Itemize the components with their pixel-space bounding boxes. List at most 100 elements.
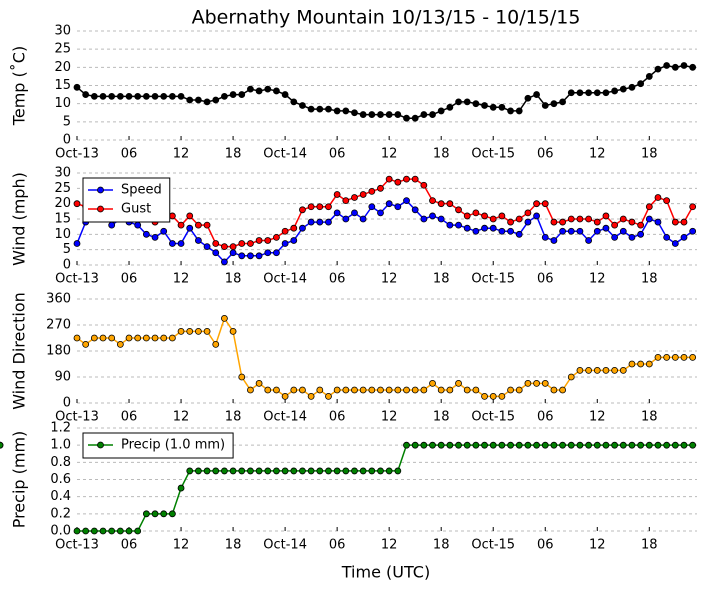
data-point	[611, 221, 619, 229]
data-point	[524, 209, 532, 217]
x-tick-label: Oct-15	[471, 538, 515, 553]
data-point	[186, 212, 194, 220]
x-tick-label: 12	[173, 272, 190, 287]
x-tick-label: 12	[381, 410, 398, 425]
data-point	[533, 379, 540, 387]
data-point	[351, 109, 358, 117]
data-point	[73, 334, 81, 342]
data-point	[273, 87, 280, 95]
data-point	[420, 215, 428, 223]
data-point	[333, 107, 341, 115]
data-point	[186, 96, 194, 104]
data-point	[420, 111, 428, 118]
data-point	[507, 441, 514, 449]
data-point	[437, 200, 445, 208]
data-point	[281, 227, 289, 235]
data-point	[602, 89, 610, 97]
data-point	[142, 230, 150, 238]
data-point	[168, 510, 176, 518]
data-point	[177, 221, 185, 229]
data-point	[550, 237, 558, 244]
x-tick-label: 06	[329, 538, 346, 553]
data-point	[437, 215, 445, 223]
data-point	[498, 227, 506, 235]
data-point	[385, 175, 393, 183]
data-point	[229, 467, 237, 475]
x-tick-label: Oct-13	[55, 272, 99, 287]
data-point	[420, 386, 428, 394]
data-point	[576, 227, 584, 235]
data-point	[299, 224, 306, 232]
data-point	[160, 93, 168, 100]
data-point	[299, 102, 306, 109]
x-tick-label: 18	[225, 272, 242, 287]
data-point	[680, 441, 688, 449]
data-point	[611, 233, 619, 241]
data-point	[151, 334, 159, 342]
data-point	[489, 215, 497, 223]
data-point	[403, 114, 410, 122]
legend: Precip (1.0 mm)	[82, 432, 234, 459]
y-tick-label: 270	[46, 318, 71, 333]
y-tick-label: 15	[54, 78, 71, 93]
data-point	[654, 194, 662, 201]
data-point	[420, 181, 428, 189]
data-point	[359, 467, 367, 475]
data-point	[429, 441, 436, 449]
data-point	[403, 386, 410, 394]
data-point	[498, 392, 506, 400]
y-tick-label: 0.8	[50, 455, 71, 470]
data-point	[403, 175, 410, 183]
data-point	[645, 215, 653, 223]
data-point	[238, 252, 246, 260]
data-point	[411, 206, 419, 214]
data-point	[628, 218, 636, 226]
data-point	[663, 197, 671, 205]
x-tick-label: Oct-14	[263, 410, 307, 425]
legend-marker	[97, 205, 104, 213]
x-tick-label: 18	[641, 272, 658, 287]
data-point	[247, 85, 254, 93]
data-point	[168, 334, 176, 342]
x-tick-label: 06	[537, 147, 554, 162]
data-point	[489, 392, 497, 400]
data-point	[663, 62, 671, 69]
y-tick-label: 0	[63, 258, 71, 273]
data-point	[411, 441, 419, 449]
data-point	[255, 467, 263, 475]
data-point	[515, 107, 523, 115]
data-point	[264, 386, 272, 394]
x-tick-label: Oct-13	[55, 147, 99, 162]
data-point	[229, 327, 237, 335]
data-point	[194, 221, 202, 229]
data-point	[541, 102, 549, 109]
data-point	[229, 91, 237, 98]
data-point	[194, 467, 202, 475]
data-point	[619, 85, 627, 93]
data-point	[212, 96, 220, 104]
data-point	[299, 467, 306, 475]
data-point	[654, 441, 662, 449]
y-tick-label: 5	[63, 242, 71, 257]
data-point	[238, 467, 246, 475]
data-point	[541, 233, 549, 241]
data-point	[264, 85, 272, 93]
data-point	[307, 203, 315, 211]
data-point	[585, 215, 593, 223]
data-point	[125, 527, 133, 535]
x-tick-label: 18	[225, 147, 242, 162]
x-tick-label: Oct-13	[55, 538, 99, 553]
data-point	[325, 467, 332, 475]
data-point	[455, 221, 462, 229]
data-point	[0, 441, 4, 449]
data-point	[550, 386, 558, 394]
data-point	[602, 366, 610, 374]
data-point	[125, 93, 133, 100]
y-tick-label: 0	[63, 133, 71, 148]
chart-title: Abernathy Mountain 10/13/15 - 10/15/15	[192, 7, 581, 29]
data-point	[671, 441, 679, 449]
data-point	[403, 441, 410, 449]
data-point	[394, 467, 402, 475]
data-point	[108, 221, 116, 229]
data-point	[507, 386, 514, 394]
